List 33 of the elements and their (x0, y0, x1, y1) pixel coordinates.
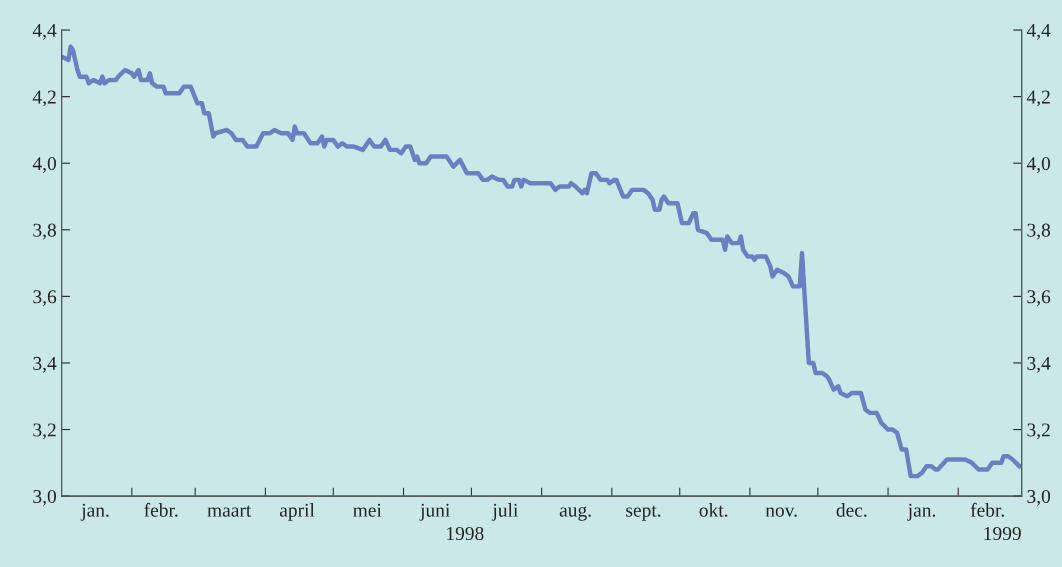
x-tick-label: nov. (765, 507, 797, 517)
y-tick-label: 4,4 (32, 24, 57, 40)
y2-tick-label: 4,2 (1026, 90, 1050, 107)
text: 1999 (984, 527, 1021, 541)
x-tick-label: juni (419, 503, 450, 521)
x-tick-label: febr. (970, 502, 1004, 517)
y2-tick-label: 3,8 (1027, 223, 1051, 240)
x-tick-label: sept. (626, 505, 661, 521)
y2-tick-label: 3,0 (1027, 489, 1051, 506)
y-tick-label: 4,0 (32, 157, 56, 173)
y-tick-label: 3,2 (33, 423, 56, 440)
y2-tick-label: 3,6 (1027, 290, 1051, 307)
y2-tick-label: 3,2 (1027, 423, 1050, 440)
x-tick-label: maart (207, 505, 252, 517)
x-tick-label: april (279, 503, 315, 521)
x-tick-label: okt. (699, 503, 728, 517)
y-tick-label: 3,6 (33, 290, 57, 307)
x-tick-label: aug. (559, 506, 591, 521)
x-tick-label: dec. (836, 503, 867, 517)
text: 1998 (447, 526, 484, 541)
x-tick-label: febr. (144, 502, 178, 517)
y2-tick-label: 4,4 (1026, 24, 1051, 40)
y2-tick-label: 4,0 (1026, 157, 1051, 173)
x-tick-label: juli (491, 503, 518, 521)
y-tick-label: 4,2 (32, 90, 56, 107)
x-tick-label: jan. (80, 503, 109, 521)
y-tick-label: 3,4 (33, 356, 57, 373)
y2-tick-label: 3,4 (1027, 356, 1051, 373)
y-tick-label: 3,0 (33, 489, 56, 506)
x-tick-label: jan. (907, 503, 936, 521)
line-series (61, 44, 1022, 479)
y-tick-label: 3,8 (33, 223, 56, 240)
x-tick-label: mei (353, 503, 382, 517)
